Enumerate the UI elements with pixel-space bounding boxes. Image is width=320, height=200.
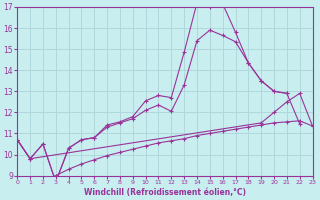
X-axis label: Windchill (Refroidissement éolien,°C): Windchill (Refroidissement éolien,°C) [84, 188, 246, 197]
